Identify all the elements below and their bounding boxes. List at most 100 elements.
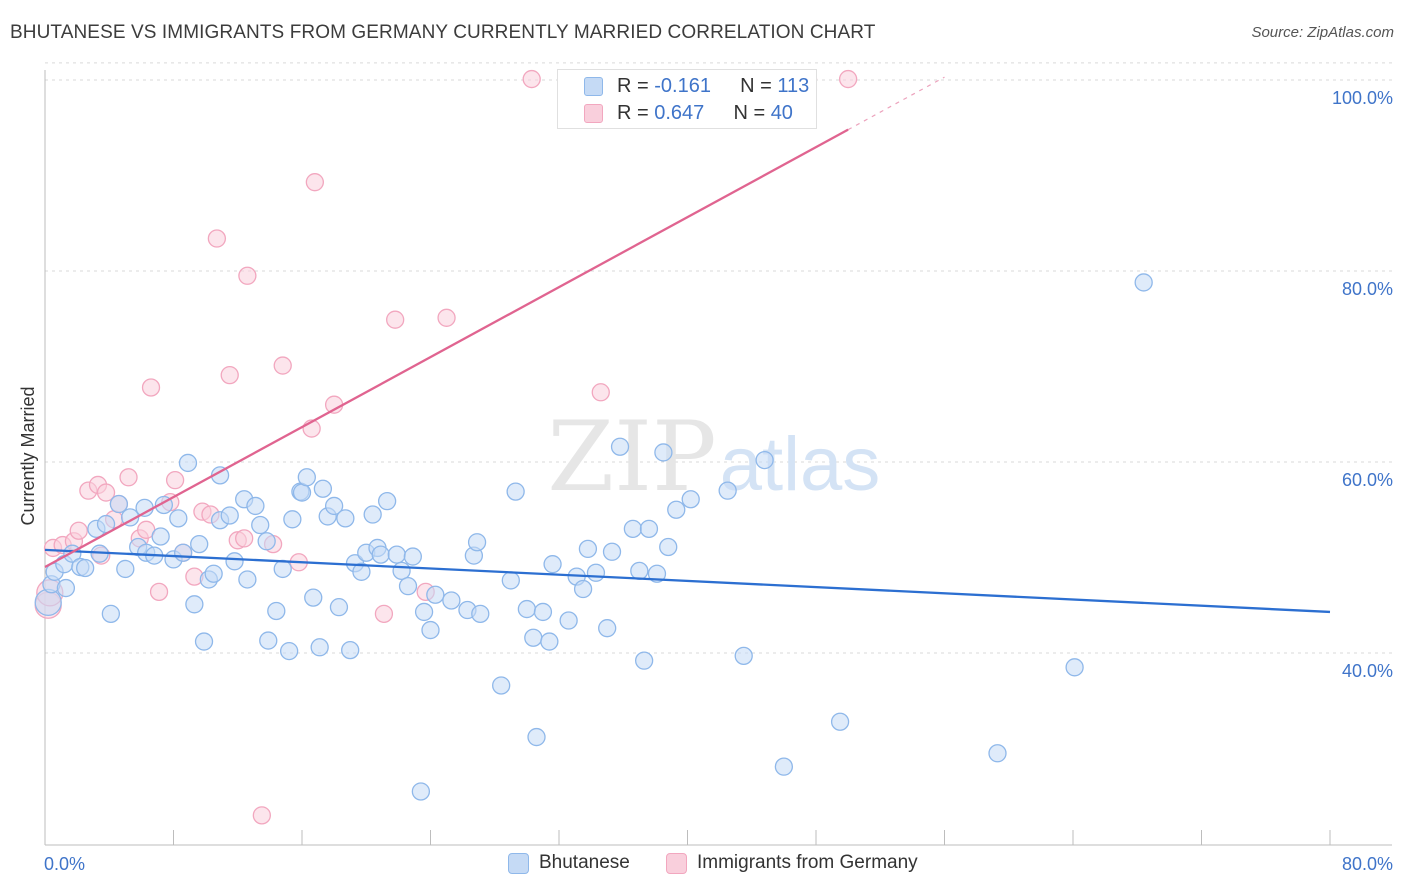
point-immigrants-from-germany [522,69,541,89]
legend-label-immigrants-from-germany: Immigrants from Germany [697,852,918,873]
y-axis-title: Currently Married [18,386,38,525]
point-bhutanese [259,631,278,650]
point-immigrants-from-germany [386,310,405,329]
point-bhutanese [533,602,553,622]
point-bhutanese [630,561,649,581]
tick-labels: 40.0% 60.0% 80.0% 100.0% 0.0% 80.0% [44,88,1393,874]
point-bhutanese [257,532,276,551]
point-bhutanese [297,468,316,487]
point-immigrants-from-germany [238,266,257,285]
point-bhutanese [371,545,390,564]
trend-line-immigrants-from-germany [44,128,849,569]
point-bhutanese [273,559,292,579]
point-bhutanese [830,712,850,731]
point-bhutanese [559,611,578,630]
point-immigrants-from-germany [591,383,610,402]
point-bhutanese [194,632,214,651]
point-bhutanese [501,571,520,590]
point-bhutanese [267,601,286,621]
point-bhutanese [283,510,302,529]
point-bhutanese [238,570,257,589]
point-bhutanese [116,559,135,579]
point-bhutanese [109,494,129,514]
point-bhutanese [178,453,198,473]
point-bhutanese [151,527,170,546]
y-tick-label: 60.0% [1342,470,1393,490]
point-bhutanese [573,579,593,599]
point-bhutanese [120,508,140,527]
x-tick-label-max: 80.0% [1342,854,1393,874]
point-bhutanese [623,519,643,538]
point-bhutanese [204,564,223,583]
point-bhutanese [718,481,737,500]
point-immigrants-from-germany [207,229,227,248]
point-bhutanese [76,558,95,578]
legend-label-bhutanese: Bhutanese [539,852,630,873]
point-bhutanese [639,519,659,538]
legend-r-value-bhutanese: -0.161 [654,75,711,97]
point-bhutanese [471,604,490,623]
legend-r-label: R = [617,75,655,97]
point-bhutanese [56,578,76,598]
y-tick-label: 40.0% [1342,661,1393,681]
point-bhutanese [442,591,461,610]
grid-lines [45,62,1392,654]
point-bhutanese [190,534,209,554]
point-immigrants-from-germany [119,468,138,487]
point-bhutanese [634,651,654,670]
x-tick-label-min: 0.0% [44,854,85,874]
legend-n-value-immigrants: 40 [770,102,793,124]
point-bhutanese [586,563,606,582]
point-bhutanese [602,542,622,561]
point-bhutanese [524,628,543,647]
point-bhutanese [324,496,344,516]
point-bhutanese [988,744,1007,763]
point-bhutanese [426,585,445,604]
point-immigrants-from-germany [273,356,292,375]
legend-n-label: N = [733,102,771,124]
point-bhutanese [492,676,511,695]
point-immigrants-from-germany [69,521,88,540]
point-bhutanese [363,505,382,524]
correlation-legend: R = -0.161 N = 113 R = 0.647 N = 40 [557,69,817,129]
point-bhutanese [540,632,559,651]
point-bhutanese [467,533,487,552]
point-immigrants-from-germany [305,173,325,192]
point-bhutanese [392,561,411,581]
point-immigrants-from-germany [220,365,239,385]
point-bhutanese [755,450,774,470]
point-bhutanese [220,506,239,525]
legend-n-label: N = [740,75,778,97]
point-immigrants-from-germany [141,378,161,397]
point-immigrants-from-germany [165,470,185,490]
point-bhutanese [292,483,312,502]
point-bhutanese [659,537,678,557]
point-bhutanese [403,547,422,566]
point-bhutanese [34,588,62,617]
legend-swatch-immigrants [666,853,687,874]
legend-swatch-bhutanese [508,853,529,874]
point-bhutanese [313,479,333,498]
point-bhutanese [411,782,431,801]
trend-lines [44,76,1331,614]
point-bhutanese [169,509,188,528]
point-bhutanese [527,727,546,747]
y-tick-label: 80.0% [1342,279,1393,299]
chart-title: BHUTANESE VS IMMIGRANTS FROM GERMANY CUR… [10,22,876,43]
point-bhutanese [517,599,537,619]
legend-r-value-immigrants: 0.647 [654,102,705,124]
point-bhutanese [101,604,121,623]
point-bhutanese [336,509,355,528]
point-bhutanese [398,577,418,596]
point-immigrants-from-germany [235,529,254,548]
y-tick-label: 100.0% [1332,88,1393,108]
point-bhutanese [279,641,299,661]
point-bhutanese [654,443,673,462]
point-bhutanese [251,515,270,535]
point-bhutanese [304,588,323,607]
point-immigrants-from-germany [374,604,394,623]
point-bhutanese [734,646,753,666]
point-immigrants-from-germany [149,582,169,602]
point-bhutanese [185,595,204,614]
point-immigrants-from-germany [96,483,116,502]
